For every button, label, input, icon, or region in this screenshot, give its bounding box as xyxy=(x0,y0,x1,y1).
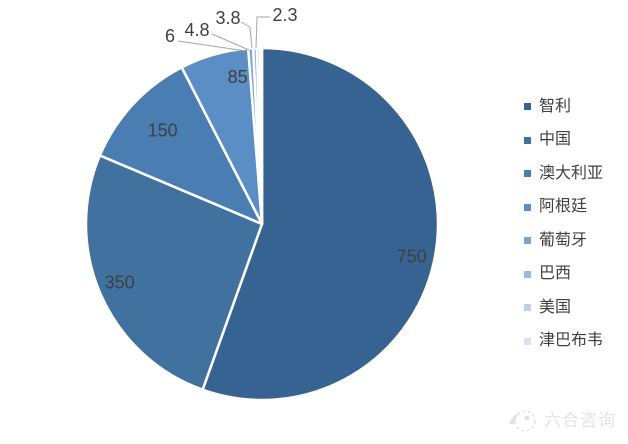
leader-line xyxy=(211,33,250,51)
legend-item-5: 巴西 xyxy=(524,258,603,292)
chart-legend: 智利中国澳大利亚阿根廷葡萄牙巴西美国津巴布韦 xyxy=(524,90,603,358)
leader-line xyxy=(177,40,247,52)
legend-label: 中国 xyxy=(539,131,572,149)
legend-swatch xyxy=(524,136,531,144)
legend-label: 美国 xyxy=(539,298,572,316)
leader-line xyxy=(255,16,270,49)
watermark: 六合咨询 xyxy=(506,403,616,437)
legend-label: 葡萄牙 xyxy=(539,231,588,249)
legend-item-2: 澳大利亚 xyxy=(524,157,603,191)
legend-label: 阿根廷 xyxy=(539,198,588,216)
slice-value-label: 6 xyxy=(165,26,175,46)
slice-value-label: 3.8 xyxy=(215,8,240,28)
legend-swatch xyxy=(524,304,531,312)
pie-slice-0 xyxy=(201,46,440,402)
legend-label: 津巴布韦 xyxy=(539,332,604,350)
legend-item-0: 智利 xyxy=(524,90,603,124)
legend-label: 智利 xyxy=(539,97,572,115)
leader-line xyxy=(240,21,253,49)
legend-item-3: 阿根廷 xyxy=(524,191,603,225)
pie-slice-2 xyxy=(98,66,264,226)
legend-label: 巴西 xyxy=(539,265,572,283)
slice-value-label: 2.3 xyxy=(272,5,297,25)
legend-swatch xyxy=(524,270,531,278)
slice-value-label: 4.8 xyxy=(184,20,209,40)
pie-slice-1 xyxy=(84,154,264,391)
watermark-text: 六合咨询 xyxy=(544,410,616,430)
slice-value-label: 85 xyxy=(228,67,248,87)
legend-item-1: 中国 xyxy=(524,124,603,158)
legend-item-4: 葡萄牙 xyxy=(524,224,603,258)
slice-value-label: 350 xyxy=(105,272,135,292)
liuhe-consulting-logo-icon xyxy=(509,410,536,432)
slice-value-label: 750 xyxy=(397,246,427,266)
legend-swatch xyxy=(524,203,531,211)
legend-item-7: 津巴布韦 xyxy=(524,325,603,359)
legend-swatch xyxy=(524,237,531,245)
legend-label: 澳大利亚 xyxy=(539,164,604,182)
legend-swatch xyxy=(524,103,531,111)
slice-value-label: 150 xyxy=(148,120,178,140)
legend-item-6: 美国 xyxy=(524,291,603,325)
legend-swatch xyxy=(524,337,531,345)
pie-slice-7 xyxy=(258,46,264,226)
legend-swatch xyxy=(524,170,531,178)
